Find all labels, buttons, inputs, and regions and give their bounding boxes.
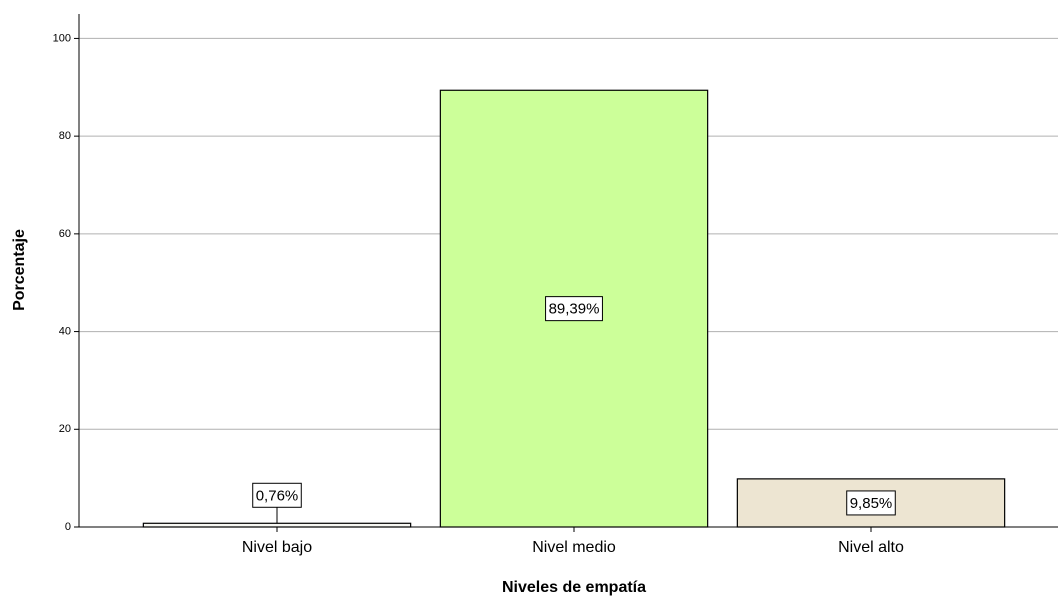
- y-tick-label: 60: [59, 228, 71, 240]
- value-label-box: [252, 482, 302, 508]
- x-tick-label: Nivel alto: [838, 539, 904, 556]
- y-tick-label: 20: [59, 423, 71, 435]
- y-tick-label: 80: [59, 130, 71, 142]
- value-label: 89,39%: [549, 301, 600, 318]
- value-label: 9,85%: [850, 495, 893, 512]
- x-tick-label: Nivel medio: [532, 539, 616, 556]
- y-tick-label: 0: [65, 521, 71, 533]
- x-tick-label: Nivel bajo: [242, 539, 312, 556]
- value-label-box: [545, 296, 603, 322]
- bar: [142, 522, 412, 528]
- value-label: 0,76%: [256, 487, 299, 504]
- y-tick-label: 40: [59, 325, 71, 337]
- y-tick-label: 100: [53, 32, 71, 44]
- value-label-box: [846, 490, 896, 516]
- x-axis-title: Niveles de empatía: [502, 579, 646, 596]
- y-axis-title: Porcentaje: [11, 229, 28, 311]
